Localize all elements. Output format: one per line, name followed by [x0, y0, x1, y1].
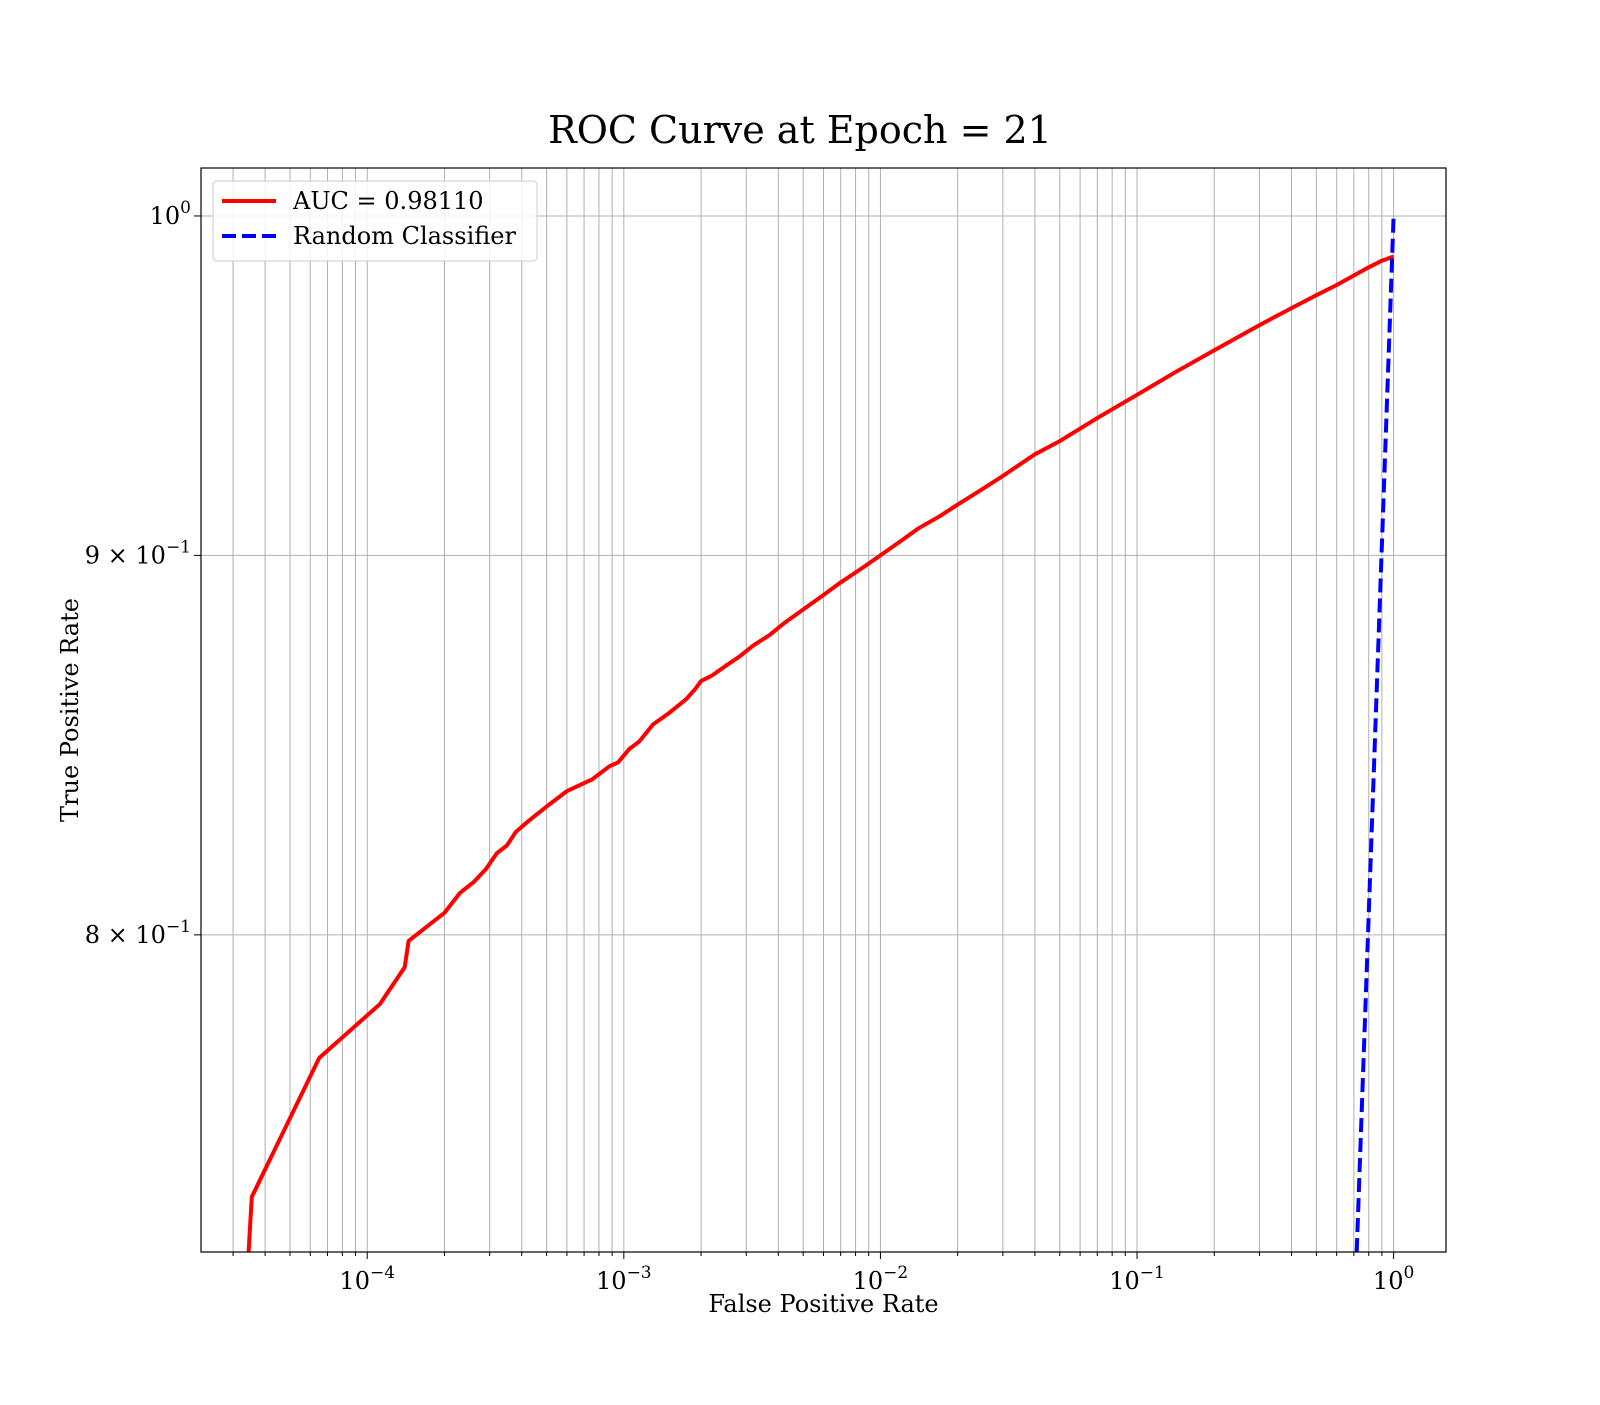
x-tick-label: 10−1 [1109, 1263, 1165, 1295]
legend-box [212, 180, 538, 262]
x-axis-label: False Positive Rate [708, 1290, 938, 1318]
legend-label-random: Random Classifier [293, 222, 516, 250]
legend: AUC = 0.98110 Random Classifier [212, 180, 538, 262]
roc-curve-line [246, 254, 1395, 1253]
x-tick-label: 10−2 [853, 1263, 909, 1295]
y-tick-label: 9 × 10−1 [85, 537, 191, 569]
random-classifier-line [1354, 215, 1396, 1253]
y-tick-label: 8 × 10−1 [85, 917, 191, 949]
y-axis-label: True Positive Rate [56, 598, 84, 822]
x-tick-label: 100 [1373, 1263, 1414, 1295]
x-tick-label: 10−4 [339, 1263, 395, 1295]
legend-label-auc: AUC = 0.98110 [292, 187, 484, 215]
y-tick-label: 100 [150, 198, 191, 230]
chart-title: ROC Curve at Epoch = 21 [548, 108, 1052, 152]
x-tick-label: 10−3 [596, 1263, 652, 1295]
